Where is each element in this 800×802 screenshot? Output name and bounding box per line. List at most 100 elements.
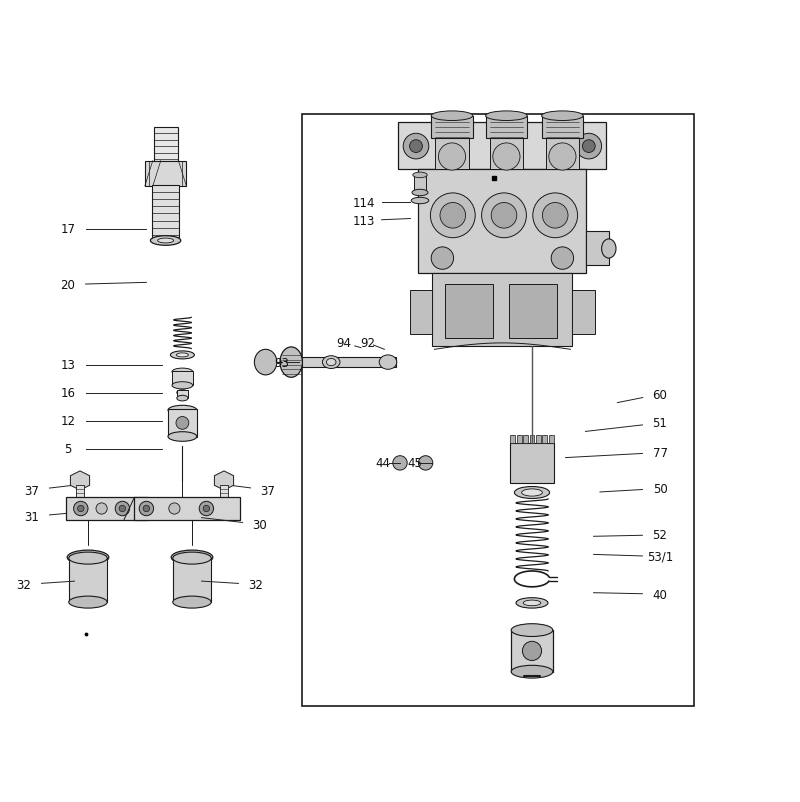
Ellipse shape	[542, 111, 583, 121]
Bar	[445, 285, 493, 338]
Text: 37: 37	[261, 484, 275, 497]
Bar	[410, 291, 432, 334]
Bar	[172, 371, 193, 386]
Circle shape	[139, 502, 154, 516]
Text: 20: 20	[61, 278, 75, 292]
Text: 113: 113	[353, 215, 375, 228]
Ellipse shape	[413, 173, 427, 179]
Ellipse shape	[173, 597, 211, 609]
Ellipse shape	[516, 598, 548, 609]
Ellipse shape	[168, 406, 197, 415]
Text: 40: 40	[653, 588, 667, 601]
Ellipse shape	[168, 432, 197, 442]
Bar	[145, 161, 186, 187]
Bar	[509, 285, 557, 338]
Ellipse shape	[69, 597, 107, 609]
Bar	[546, 131, 579, 169]
Ellipse shape	[379, 355, 397, 370]
Ellipse shape	[522, 489, 542, 496]
Bar	[435, 131, 469, 169]
Circle shape	[176, 417, 189, 430]
Bar	[220, 485, 228, 505]
Bar	[510, 435, 515, 444]
Text: 50: 50	[653, 482, 667, 496]
Ellipse shape	[176, 354, 189, 358]
Bar	[66, 498, 148, 520]
Bar	[573, 291, 594, 334]
Bar	[586, 232, 609, 265]
Text: 44: 44	[375, 457, 390, 470]
Circle shape	[115, 502, 130, 516]
Circle shape	[582, 140, 595, 153]
Circle shape	[576, 134, 602, 160]
Bar	[154, 128, 178, 161]
Ellipse shape	[412, 190, 428, 196]
Ellipse shape	[171, 550, 213, 565]
Circle shape	[169, 504, 180, 514]
Bar	[431, 116, 473, 139]
Circle shape	[393, 456, 407, 471]
Bar	[302, 115, 694, 707]
Ellipse shape	[514, 487, 550, 499]
Text: 52: 52	[653, 529, 667, 541]
Bar	[418, 169, 586, 273]
Ellipse shape	[158, 239, 174, 244]
Bar	[302, 358, 396, 367]
Ellipse shape	[180, 553, 204, 561]
Ellipse shape	[602, 240, 616, 259]
Ellipse shape	[322, 356, 340, 369]
Bar	[173, 558, 211, 602]
Text: 114: 114	[353, 196, 375, 209]
Circle shape	[203, 506, 210, 512]
Text: 31: 31	[25, 510, 39, 524]
Polygon shape	[70, 472, 90, 491]
Circle shape	[74, 502, 88, 516]
Bar	[542, 435, 547, 444]
Ellipse shape	[177, 396, 188, 401]
Circle shape	[493, 144, 520, 171]
Bar	[134, 498, 240, 520]
Bar	[76, 485, 84, 505]
Bar	[511, 630, 553, 672]
Ellipse shape	[523, 601, 541, 606]
Ellipse shape	[280, 347, 302, 378]
Circle shape	[410, 140, 422, 153]
Bar	[542, 116, 583, 139]
Bar	[168, 409, 197, 437]
Ellipse shape	[172, 383, 193, 390]
Bar	[69, 558, 107, 602]
Circle shape	[199, 502, 214, 516]
Ellipse shape	[326, 359, 336, 367]
Ellipse shape	[69, 553, 107, 565]
Text: 5: 5	[64, 443, 72, 456]
Circle shape	[482, 193, 526, 238]
Ellipse shape	[170, 351, 194, 359]
Text: 17: 17	[61, 223, 75, 236]
Bar	[177, 391, 188, 399]
Circle shape	[431, 248, 454, 270]
Text: 77: 77	[653, 447, 667, 460]
Circle shape	[438, 144, 466, 171]
Bar	[536, 435, 541, 444]
Ellipse shape	[177, 391, 188, 396]
Ellipse shape	[411, 198, 429, 205]
Text: 32: 32	[249, 578, 263, 591]
Circle shape	[542, 203, 568, 229]
Polygon shape	[214, 472, 234, 491]
Bar	[517, 435, 522, 444]
Circle shape	[418, 456, 433, 471]
Ellipse shape	[67, 550, 109, 565]
Bar	[523, 435, 528, 444]
Bar	[530, 435, 534, 444]
Circle shape	[549, 144, 576, 171]
Bar	[398, 123, 606, 169]
Text: 45: 45	[407, 457, 422, 470]
Text: 32: 32	[17, 578, 31, 591]
Circle shape	[430, 193, 475, 238]
Circle shape	[403, 134, 429, 160]
Bar	[152, 185, 179, 237]
Circle shape	[78, 506, 84, 512]
Text: 12: 12	[61, 415, 75, 427]
Bar	[510, 444, 554, 484]
Text: 94: 94	[337, 337, 351, 350]
